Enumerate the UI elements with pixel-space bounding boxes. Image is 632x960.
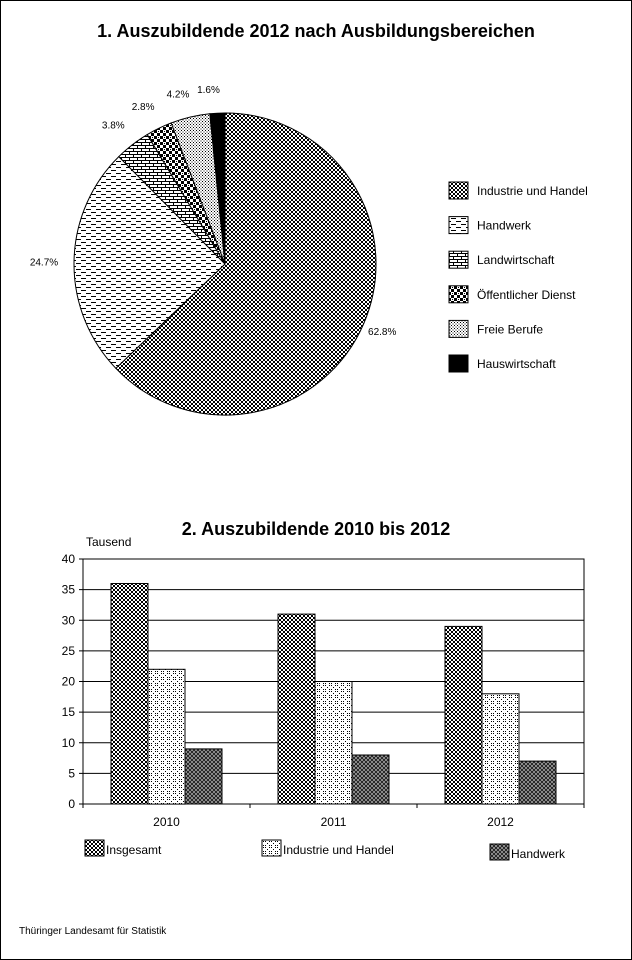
bar: [481, 693, 520, 805]
bar: [184, 748, 223, 805]
pie-legend-label: Freie Berufe: [477, 322, 543, 336]
bar-legend-swatch: [489, 843, 510, 861]
pie-slice: [209, 112, 226, 265]
pie-legend-swatch: [448, 216, 469, 235]
pie-chart-title: 1. Auszubildende 2012 nach Ausbildungsbe…: [97, 21, 535, 41]
y-tick-label: 40: [62, 552, 76, 566]
bar-chart-title: 2. Auszubildende 2010 bis 2012: [181, 519, 451, 539]
y-axis-label: Tausend: [86, 535, 131, 549]
pie-slice-label: 24.7%: [30, 257, 58, 268]
bar: [110, 583, 149, 805]
bar-legend-label: Insgesamt: [106, 843, 162, 857]
bar: [277, 613, 316, 805]
pie-slice-label: 2.8%: [132, 102, 155, 113]
x-tick-label: 2012: [487, 815, 514, 829]
pie-slice-label: 4.2%: [167, 90, 190, 101]
y-tick-label: 25: [62, 644, 76, 658]
pie-legend-label: Industrie und Handel: [477, 184, 588, 198]
pie-legend-swatch: [448, 319, 469, 338]
bar: [444, 625, 483, 805]
bar: [314, 681, 353, 805]
pie-legend-swatch: [448, 354, 469, 373]
pie-slice-label: 1.6%: [197, 85, 220, 96]
pie-chart: 62.8% 24.7% 3.8% 2.8% 4.2% 1.6%: [30, 85, 396, 416]
bar: [351, 754, 390, 805]
x-tick-label: 2010: [153, 815, 180, 829]
bar-chart: 0 5 10 15 20 25 30 35 40 Tausend 2010 2011 2012: [62, 535, 585, 829]
pie-slice: [115, 112, 377, 416]
y-tick-label: 35: [62, 583, 76, 597]
pie-legend-swatch: [448, 250, 469, 269]
footer-source: Thüringer Landesamt für Statistik: [19, 926, 167, 937]
pie-legend-swatch: [448, 285, 469, 304]
pie-legend-swatch: [448, 181, 469, 200]
y-tick-label: 0: [68, 797, 75, 811]
pie-slice: [73, 155, 226, 370]
bar: [518, 760, 557, 805]
bar-legend-label: Industrie und Handel: [283, 843, 394, 857]
x-tick-label: 2011: [321, 815, 347, 829]
pie-legend-label: Handwerk: [477, 219, 532, 233]
y-tick-label: 10: [62, 736, 76, 750]
bar-legend-swatch: [84, 839, 105, 857]
pie-legend-label: Öffentlicher Dienst: [477, 288, 576, 302]
pie-slice-label: 62.8%: [368, 327, 396, 338]
pie-legend-label: Hauswirtschaft: [477, 357, 556, 371]
y-tick-label: 15: [62, 705, 76, 719]
bar-legend-swatch: [261, 839, 282, 857]
y-tick-label: 30: [62, 613, 76, 627]
bar-legend-label: Handwerk: [511, 847, 566, 861]
pie-slice-label: 3.8%: [102, 121, 125, 132]
y-tick-label: 20: [62, 675, 76, 689]
pie-legend-label: Landwirtschaft: [477, 253, 555, 267]
bar: [147, 668, 186, 805]
pie-legend: Industrie und Handel Handwerk Landwirtscha…: [448, 181, 588, 373]
bar-legend: Insgesamt Industrie und Handel Handwerk: [84, 839, 566, 861]
y-tick-label: 5: [68, 766, 75, 780]
